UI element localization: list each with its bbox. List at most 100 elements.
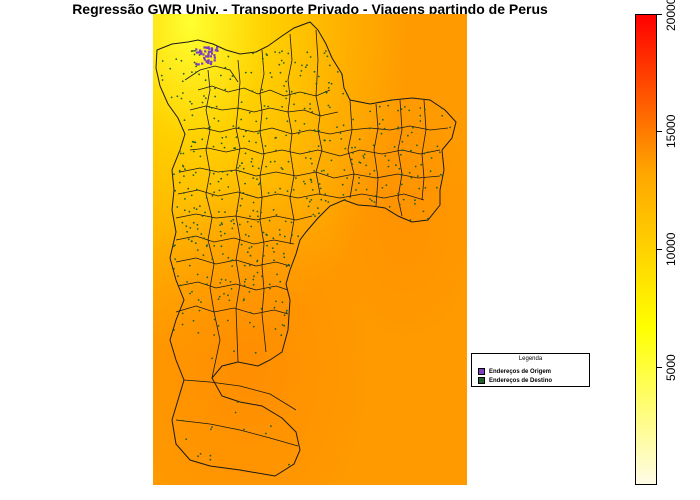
destination-point [185,225,188,228]
destination-point [181,221,184,224]
destination-point [363,157,365,159]
destination-point [303,107,306,110]
destination-point [195,208,198,211]
destination-point [212,145,215,148]
destination-point [240,118,243,121]
destination-point [237,107,240,110]
destination-point [329,139,331,142]
destination-point [427,151,429,154]
origin-point [200,50,203,53]
destination-point [279,280,282,283]
destination-point [269,161,272,163]
colorbar-tick-label: 15000 [664,114,678,149]
destination-point [257,167,260,170]
destination-point [195,65,198,68]
destination-point [275,300,277,303]
destination-point [193,53,196,56]
destination-point [200,301,202,303]
destination-point [196,273,199,276]
destination-point [358,182,360,185]
legend-swatch-origin [478,368,485,375]
destination-point [251,165,254,168]
origin-point [205,55,208,58]
destination-point [251,90,254,93]
destination-point [218,295,221,298]
destination-point [266,54,268,57]
destination-point [317,75,320,78]
destination-point [246,251,249,254]
destination-point [344,147,347,150]
destination-point [419,114,422,117]
destination-point [328,64,331,67]
destination-point [261,57,264,60]
destination-point [340,138,343,140]
destination-point [215,105,218,108]
destination-point [231,75,234,77]
destination-point [242,135,245,138]
destination-point [350,158,353,161]
destination-point [325,91,328,94]
destination-point [236,401,239,403]
destination-point [294,120,297,122]
destination-point [221,136,224,139]
destination-point [346,177,348,180]
destination-point [285,97,287,100]
destination-point [398,203,401,206]
destination-point [243,264,246,267]
origin-point [207,59,210,62]
destination-point [213,244,216,247]
destination-point [342,194,345,196]
destination-point [308,150,311,153]
destination-point [275,136,277,139]
destination-point [265,117,268,120]
city-outline [155,21,457,477]
destination-point [248,291,251,293]
destination-point [402,198,405,201]
destination-point [252,201,255,204]
destination-point [241,162,243,165]
destination-point [236,210,239,212]
destination-point [210,428,212,431]
destination-point [213,117,216,120]
destination-point [224,211,226,214]
destination-point [290,221,293,224]
destination-point [173,267,175,270]
destination-point [209,454,212,457]
destination-point [180,152,182,155]
destination-point [318,129,320,132]
destination-point [276,243,279,245]
destination-point [368,127,371,130]
destination-point [172,245,175,248]
destination-point [220,177,223,180]
destination-point [358,161,361,164]
destination-point [300,70,303,72]
destination-point [408,172,411,174]
destination-point [299,74,302,77]
destination-point [249,311,252,314]
destination-point [281,301,284,304]
destination-point [252,52,254,55]
destination-point [323,169,325,172]
destination-point [378,105,381,108]
legend-item-destination: Endereços de Destino [478,377,552,384]
destination-point [247,235,250,238]
origin-point [195,51,198,54]
destination-point [197,299,200,301]
destination-point [208,106,211,108]
colorbar-tick-label: 10000 [664,232,678,266]
destination-point [343,198,346,201]
destination-point [248,111,251,114]
destination-point [306,64,308,66]
destination-point [424,187,427,189]
destination-point [324,193,327,196]
destination-point [418,187,421,190]
destination-point [292,188,295,191]
destination-point [228,299,231,302]
destination-point [286,120,289,123]
destination-point [230,220,233,223]
destination-point [410,176,413,179]
destination-point [314,215,316,218]
destination-point [304,157,307,159]
origin-point [208,50,211,53]
